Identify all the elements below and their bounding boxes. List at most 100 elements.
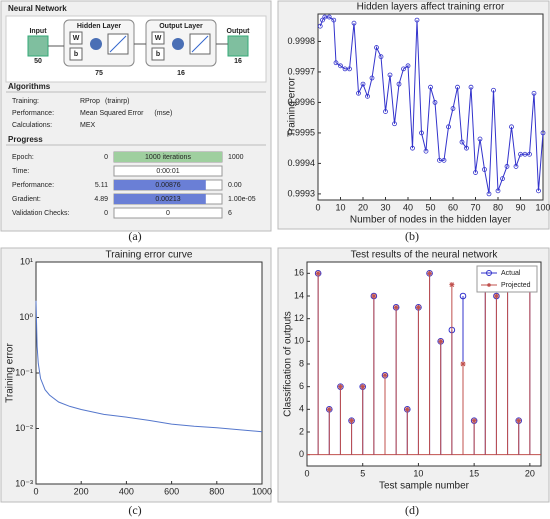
y-tick-label: 14 [294, 290, 304, 300]
marker [369, 75, 375, 81]
b-label: b [156, 51, 160, 58]
x-tick-label: 0 [315, 202, 320, 212]
y-axis-label: Classification of outputs [283, 311, 294, 417]
marker [419, 130, 424, 136]
marker [396, 81, 402, 87]
output-layer-label: Output Layer [159, 23, 203, 30]
progress-start: 0 [104, 154, 108, 161]
algo-value: Mean Squared Error [80, 110, 144, 117]
algo-value: RProp [80, 98, 100, 105]
y-tick-label: 8 [299, 358, 304, 368]
line [35, 300, 263, 433]
marker [491, 87, 496, 93]
y-tick-label: 4 [299, 404, 304, 414]
marker [473, 170, 478, 175]
marker [360, 384, 366, 390]
x-tick-label: 60 [448, 202, 458, 212]
marker [449, 282, 455, 288]
marker [410, 145, 415, 151]
algo-value: MEX [80, 122, 96, 129]
x-tick-label: 5 [360, 468, 365, 478]
sum-node [172, 38, 184, 50]
progress-bar [113, 207, 223, 219]
marker [382, 372, 388, 378]
marker [401, 66, 406, 72]
w-box [151, 31, 165, 45]
output-size: 16 [234, 58, 242, 65]
marker [471, 418, 477, 424]
marker [383, 109, 388, 114]
y-tick-label: 10⁻³ [15, 478, 33, 488]
hidden-size: 75 [95, 70, 103, 77]
x-tick-label: 0 [304, 468, 309, 478]
marker [527, 151, 532, 157]
y-tick-label: 10⁻² [15, 423, 33, 433]
w-box [69, 31, 83, 45]
marker [347, 66, 352, 72]
marker [450, 106, 456, 111]
progress-bar-text: 0.00213 [155, 196, 180, 203]
x-tick-label: 20 [525, 468, 535, 478]
marker [342, 66, 348, 72]
marker [428, 84, 433, 90]
marker [349, 418, 355, 424]
output-label: Output [227, 28, 251, 35]
b-label: b [74, 51, 78, 58]
progress-bar [113, 165, 223, 177]
x-tick-label: 40 [403, 202, 413, 212]
marker [495, 188, 501, 194]
progress-label: Performance: [12, 182, 54, 189]
marker [392, 121, 397, 127]
marker [331, 17, 337, 23]
x-tick-label: 70 [470, 202, 480, 212]
marker [516, 418, 522, 424]
x-tick-label: 200 [74, 486, 89, 496]
x-tick-label: 15 [469, 468, 479, 478]
x-tick-label: 80 [493, 202, 503, 212]
progress-title: Progress [8, 135, 43, 144]
marker [360, 81, 366, 87]
marker [509, 124, 514, 130]
marker [374, 45, 379, 50]
marker [326, 14, 332, 20]
marker [338, 63, 343, 69]
algo-label: Training: [12, 98, 39, 105]
marker [326, 406, 332, 412]
marker [468, 84, 474, 90]
chart-title: Hidden layers affect training error [357, 2, 505, 13]
marker [351, 20, 357, 26]
y-tick-label: 6 [299, 381, 304, 391]
marker [459, 139, 465, 145]
x-tick-label: 600 [164, 486, 179, 496]
output-layer-size: 16 [177, 70, 185, 77]
caption: (d) [405, 503, 419, 517]
w-label: W [155, 35, 162, 42]
y-tick-label: 0.9993 [287, 188, 315, 198]
w-label: W [73, 35, 80, 42]
marker [356, 90, 361, 96]
y-axis-label: Training error [287, 77, 298, 137]
y-tick-label: 0.9998 [287, 36, 315, 46]
marker [540, 130, 546, 136]
transfer-icon [109, 35, 127, 53]
marker [500, 176, 505, 182]
progress-end: 0.00 [228, 182, 242, 189]
marker [393, 304, 399, 310]
caption: (a) [128, 229, 141, 243]
marker [405, 63, 411, 69]
marker [315, 270, 321, 276]
hidden-label: Hidden Layer [77, 23, 122, 30]
y-tick-label: 0.9997 [287, 66, 315, 76]
marker [446, 124, 451, 130]
x-tick-label: 100 [535, 202, 550, 212]
legend-label: Actual [501, 270, 521, 277]
marker [387, 72, 393, 78]
input-size: 50 [34, 58, 42, 65]
progress-label: Validation Checks: [12, 210, 70, 217]
algo-label: Performance: [12, 110, 54, 117]
marker [317, 23, 323, 29]
x-axis-label: Test sample number [379, 481, 470, 492]
sum-node [90, 38, 102, 50]
chart-title: Training error curve [106, 250, 193, 261]
y-tick-label: 10⁻¹ [15, 367, 33, 377]
